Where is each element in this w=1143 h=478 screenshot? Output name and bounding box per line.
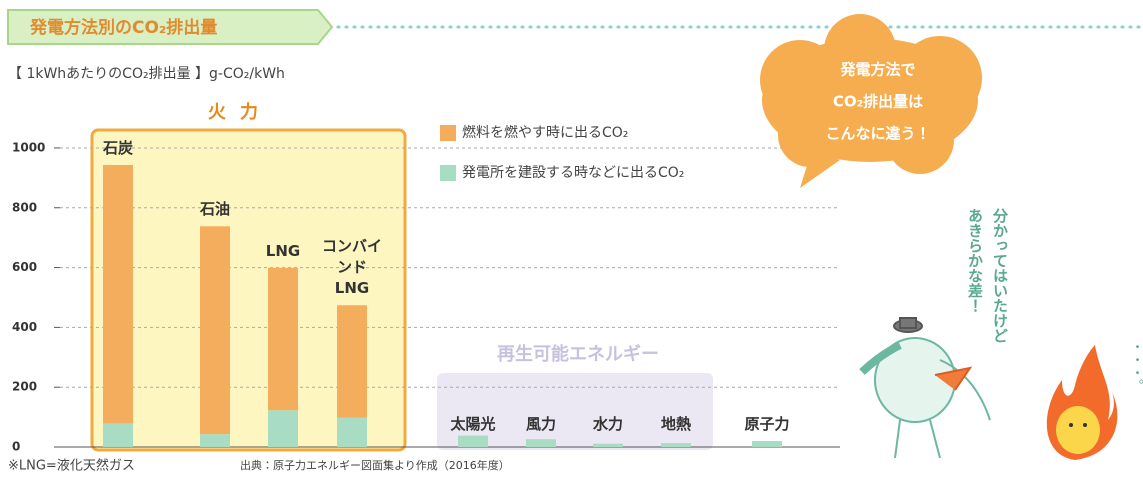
annotation: 分かってはいたけど [990,208,1010,343]
fire-character [1047,345,1118,460]
bird-character [862,318,990,458]
bar-segment [526,439,556,447]
y-tick-label: 600 [12,260,37,274]
bar-segment [268,268,298,410]
chart-subtitle: 【 1kWhあたりのCO₂排出量 】g-CO₂/kWh [8,66,285,82]
bar-segment [200,434,230,447]
annotation: CO₂排出量は [833,93,923,111]
footnote: 出典：原子力エネルギー図面集より作成（2016年度） [240,458,510,472]
page: 発電方法別のCO₂排出量 【 1kWhあたりのCO₂排出量 】g-CO₂/kWh… [0,0,1143,478]
x-tick-label: 原子力 [727,414,807,435]
x-tick-label: 石炭 [88,138,148,159]
y-tick-label: 400 [12,320,37,334]
annotation: ・・・。 [1126,340,1143,392]
bar-segment [458,436,488,447]
x-tick-label: 地熱 [636,414,716,435]
y-tick-label: 200 [12,380,37,394]
x-tick-label: コンバインドLNG [322,236,382,299]
bar-segment [103,423,133,447]
bar-segment [103,165,133,423]
y-tick-label: 800 [12,200,37,214]
bar-segment [337,418,367,447]
annotation: こんなに違う！ [825,125,930,143]
bar-segment [200,226,230,434]
group-label: 再生可能エネルギー [497,343,659,365]
bar-segment [337,305,367,417]
legend-swatch [440,125,456,141]
footnote: ※LNG=液化天然ガス [8,458,135,474]
y-tick-label: 1000 [12,140,45,154]
bar-segment [268,410,298,447]
x-tick-label: 石油 [185,199,245,220]
bar-segment [593,444,623,447]
group-label: 火力 [208,102,272,123]
annotation: 発電方法で [839,61,915,79]
legend-label: 発電所を建設する時などに出るCO₂ [462,165,684,181]
legend-swatch [440,165,456,181]
chart-title: 発電方法別のCO₂排出量 [29,17,217,38]
x-tick-label: LNG [253,241,313,262]
bar-segment [752,441,782,447]
legend-label: 燃料を燃やす時に出るCO₂ [462,124,628,141]
bar-segment [661,443,691,447]
y-tick-label: 0 [12,440,20,454]
annotation: あきらかな差！ [965,208,985,313]
